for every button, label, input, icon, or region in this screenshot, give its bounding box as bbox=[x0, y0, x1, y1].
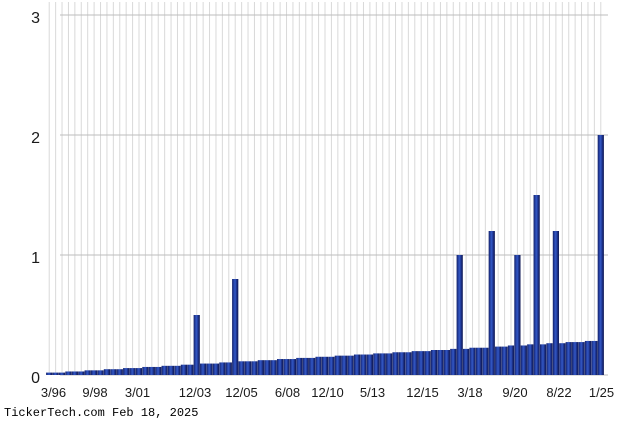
svg-text:3: 3 bbox=[31, 10, 40, 27]
svg-text:0: 0 bbox=[31, 370, 40, 387]
svg-text:1: 1 bbox=[31, 250, 40, 267]
svg-text:12/05: 12/05 bbox=[225, 385, 258, 400]
svg-text:1/25: 1/25 bbox=[589, 385, 614, 400]
svg-text:3/18: 3/18 bbox=[457, 385, 482, 400]
svg-text:12/15: 12/15 bbox=[406, 385, 439, 400]
svg-text:2: 2 bbox=[31, 130, 40, 147]
svg-text:8/22: 8/22 bbox=[546, 385, 571, 400]
svg-text:6/08: 6/08 bbox=[275, 385, 300, 400]
svg-text:3/96: 3/96 bbox=[41, 385, 66, 400]
svg-text:TickerTech.com Feb 18, 2025: TickerTech.com Feb 18, 2025 bbox=[4, 406, 198, 420]
svg-text:12/10: 12/10 bbox=[311, 385, 344, 400]
svg-text:12/03: 12/03 bbox=[179, 385, 212, 400]
svg-text:5/13: 5/13 bbox=[360, 385, 385, 400]
svg-text:9/98: 9/98 bbox=[82, 385, 107, 400]
svg-text:9/20: 9/20 bbox=[502, 385, 527, 400]
svg-text:3/01: 3/01 bbox=[125, 385, 150, 400]
